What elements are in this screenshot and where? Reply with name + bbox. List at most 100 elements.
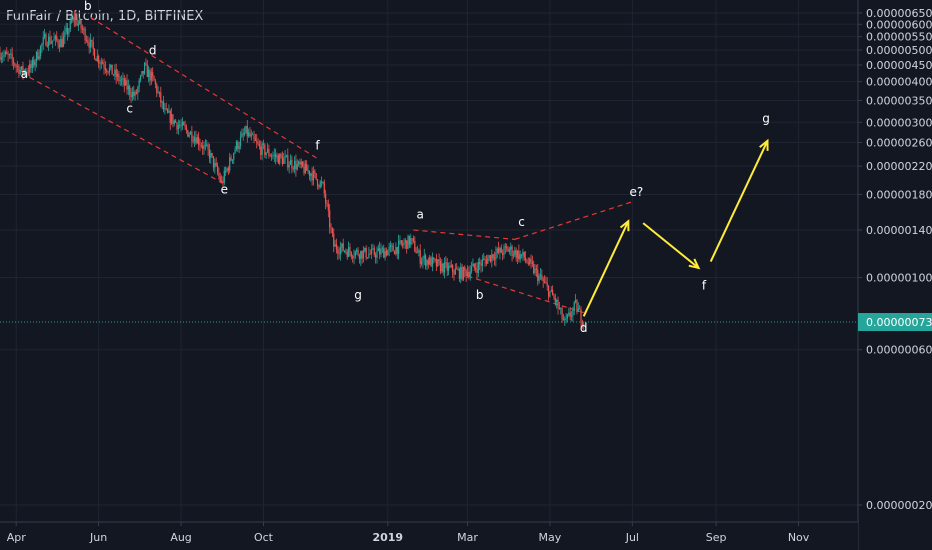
trend-lines xyxy=(21,16,633,314)
price-axis: 0.000006500.000006000.000005500.00000500… xyxy=(858,7,932,512)
candle-body xyxy=(241,133,243,137)
candle-body xyxy=(280,154,282,157)
candle-body xyxy=(180,125,182,127)
candle-body xyxy=(142,70,144,74)
candle-body xyxy=(121,79,123,81)
time-axis: Apr Jun Aug Oct 2019 Mar May Jul Sep Nov xyxy=(7,522,810,544)
candle-body xyxy=(276,155,278,158)
candle-body xyxy=(525,257,527,261)
candle-body xyxy=(510,246,512,250)
candle-body xyxy=(385,251,388,256)
candle-body xyxy=(316,179,319,186)
candle-body xyxy=(230,157,232,161)
candle-body xyxy=(560,308,562,309)
candle-body xyxy=(207,144,209,150)
candle-body xyxy=(229,157,231,171)
candle-body xyxy=(210,153,212,159)
candle-body xyxy=(583,324,585,326)
candle-body xyxy=(116,73,119,78)
candle-body xyxy=(99,63,101,65)
candle-body xyxy=(512,254,515,256)
wave-labels: b a d c e f g a b c d e? f g xyxy=(21,0,770,335)
candle-body xyxy=(18,65,20,74)
candle-body xyxy=(289,159,292,165)
time-axis-panel[interactable] xyxy=(0,522,858,550)
candle-body xyxy=(31,59,34,68)
candle-body xyxy=(488,255,490,258)
candle-body xyxy=(499,247,501,253)
candle-body xyxy=(84,28,86,41)
candle-body xyxy=(420,261,423,264)
candle-body xyxy=(215,162,217,166)
candlestick-series xyxy=(0,10,585,331)
candle-body xyxy=(95,59,97,61)
candle-body xyxy=(576,299,578,312)
candle-body xyxy=(149,70,151,81)
candle-body xyxy=(392,245,394,252)
candle-body xyxy=(383,248,385,258)
wave-label: g xyxy=(354,288,362,302)
candle-body xyxy=(260,146,262,155)
candle-body xyxy=(483,258,485,260)
candle-body xyxy=(430,257,432,267)
candle-body xyxy=(206,144,208,146)
x-tick-label: Sep xyxy=(706,531,727,544)
candle-body xyxy=(125,80,127,86)
candle-body xyxy=(435,259,438,267)
candle-body xyxy=(418,250,420,253)
candle-body xyxy=(30,64,32,68)
candle-body xyxy=(88,42,90,48)
candle-body xyxy=(318,185,320,188)
candle-body xyxy=(458,269,461,279)
candle-body xyxy=(61,38,63,47)
candle-body xyxy=(472,263,474,267)
wave-label: f xyxy=(702,278,707,292)
candle-body xyxy=(456,268,458,270)
candle-body xyxy=(462,267,465,280)
candle-body xyxy=(29,64,31,73)
candle-body xyxy=(141,70,143,76)
candle-body xyxy=(449,266,451,267)
candle-body xyxy=(399,240,401,242)
candle-body xyxy=(539,274,542,276)
candle-body xyxy=(268,148,270,156)
candle-body xyxy=(41,43,43,47)
candle-body xyxy=(208,149,211,159)
candle-body xyxy=(183,122,185,126)
candle-body xyxy=(379,248,381,255)
candle-body xyxy=(327,204,329,211)
candle-body xyxy=(480,264,482,266)
candle-body xyxy=(365,247,367,258)
price-axis-panel[interactable] xyxy=(858,0,932,550)
candle-body xyxy=(46,45,48,47)
candle-body xyxy=(238,145,240,149)
candle-body xyxy=(38,56,40,60)
candle-body xyxy=(502,252,504,255)
candle-body xyxy=(65,28,67,32)
candle-body xyxy=(520,254,523,256)
candle-body xyxy=(577,308,579,312)
candle-body xyxy=(416,252,419,254)
trend-line xyxy=(413,229,515,240)
candle-body xyxy=(491,254,493,262)
candle-body xyxy=(291,159,293,168)
candle-body xyxy=(16,65,19,67)
candle-body xyxy=(254,138,256,141)
candle-body xyxy=(450,265,452,267)
candle-body xyxy=(333,233,335,247)
candle-body xyxy=(296,164,298,170)
candle-body xyxy=(503,246,505,255)
last-price-tag-bg xyxy=(858,313,932,332)
candle-body xyxy=(92,41,94,50)
candle-body xyxy=(465,270,467,276)
candle-body xyxy=(131,91,134,98)
candle-body xyxy=(506,246,508,249)
candle-body xyxy=(407,235,409,249)
candle-body xyxy=(484,258,486,260)
projection-arrow-head xyxy=(619,219,630,232)
candle-body xyxy=(223,170,225,183)
candle-body xyxy=(3,54,5,57)
y-tick-label: 0.00000450 xyxy=(866,59,932,72)
candle-body xyxy=(146,64,148,77)
